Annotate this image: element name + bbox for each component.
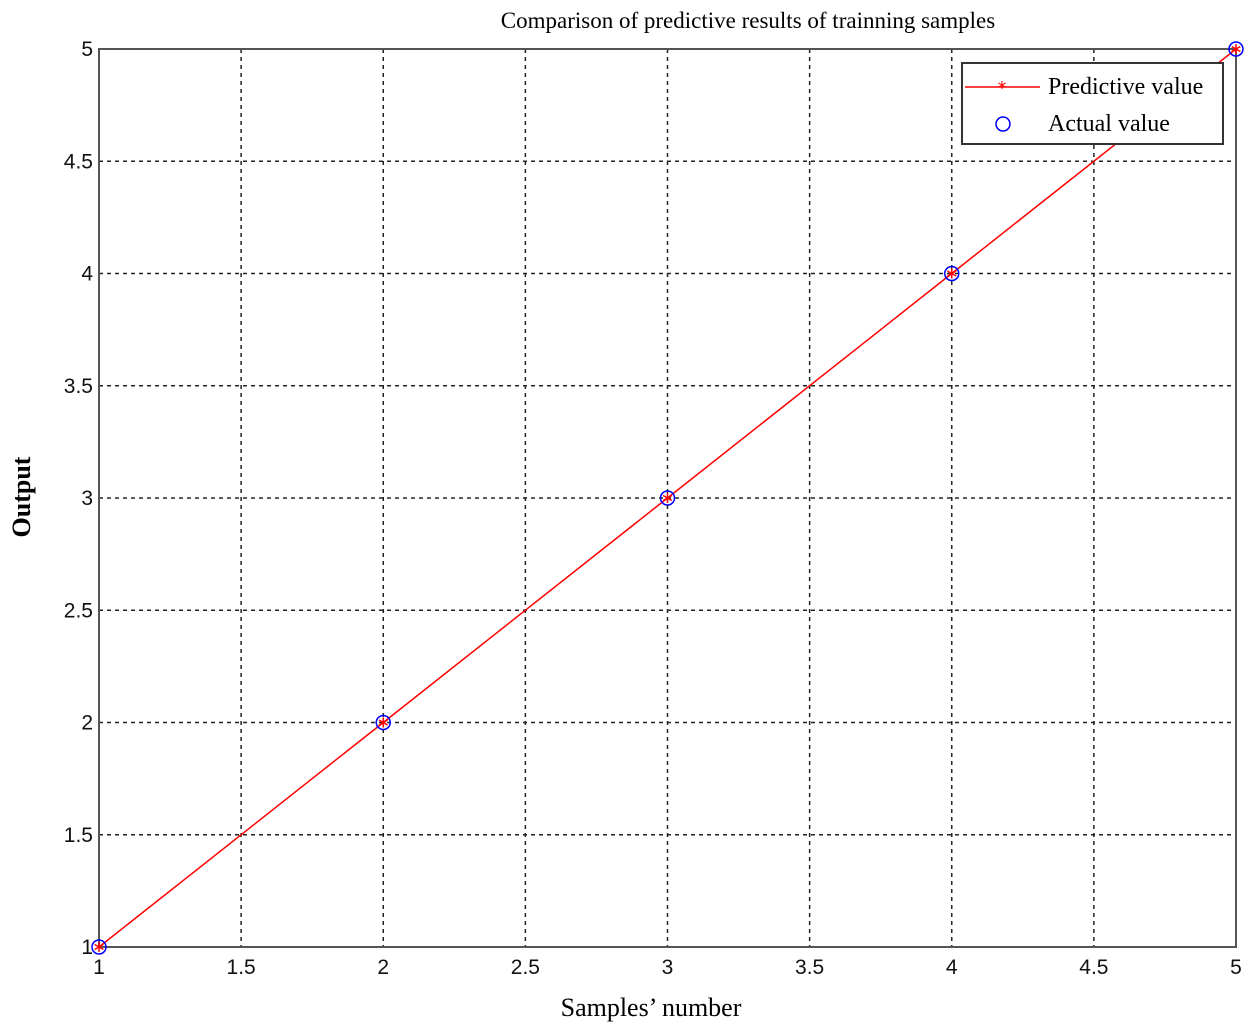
predictive-value-point: [662, 493, 673, 503]
x-tick-label: 5: [1230, 956, 1242, 979]
actual-value-point: [659, 490, 676, 506]
y-tick-label: 2.5: [64, 599, 93, 622]
y-tick-label: 4.5: [64, 150, 93, 173]
x-tick-label: 2.5: [511, 956, 540, 979]
legend-predictive-label: Predictive value: [1048, 74, 1203, 100]
predictive-value-point: [94, 942, 104, 952]
predictive-value-point: [378, 717, 388, 728]
y-tick-label: 4: [81, 263, 93, 286]
actual-value-point: [1228, 41, 1244, 57]
x-tick-label: 3: [662, 956, 674, 979]
asterisk-stroke: [94, 943, 104, 951]
legend-predictive-marker: *: [998, 78, 1007, 99]
actual-value-point: [91, 939, 107, 955]
x-tick-label: 2: [377, 956, 389, 979]
series: [91, 41, 1244, 955]
predictive-value-point: [1231, 44, 1241, 54]
legend-actual-label: Actual value: [1048, 111, 1170, 137]
x-tick-label: 1: [93, 956, 105, 979]
x-tick-label: 4: [946, 956, 958, 979]
legend: * Predictive value Actual value: [961, 62, 1224, 145]
tick-labels: 1 1.5 2 2.5 3 3.5 4 4.5 5 1 1.5 2 2.5 3 3.5 4 4.5 5: [64, 38, 1242, 979]
asterisk-stroke: [947, 270, 957, 277]
y-axis-label: Output: [7, 456, 36, 537]
y-tick-label: 1.5: [64, 824, 93, 847]
actual-value-point: [944, 265, 960, 282]
x-axis-label: Samples’ number: [561, 993, 742, 1022]
predictive-value-point: [947, 268, 957, 279]
asterisk-stroke: [378, 719, 388, 726]
y-tick-label: 5: [81, 38, 93, 61]
y-tick-label: 3.5: [64, 375, 93, 398]
asterisk-stroke: [1231, 45, 1241, 53]
asterisk-stroke: [662, 494, 673, 502]
y-tick-label: 3: [81, 487, 93, 510]
x-tick-label: 1.5: [227, 956, 256, 979]
y-tick-label: 1: [81, 936, 93, 959]
x-tick-label: 3.5: [795, 956, 824, 979]
plot-area-frame: [98, 48, 1237, 948]
chart-title: Comparison of predictive results of trai…: [501, 8, 995, 33]
actual-value-point: [375, 714, 391, 731]
y-tick-label: 2: [81, 712, 93, 735]
legend-actual-marker: [995, 116, 1011, 132]
x-tick-label: 4.5: [1079, 956, 1108, 979]
